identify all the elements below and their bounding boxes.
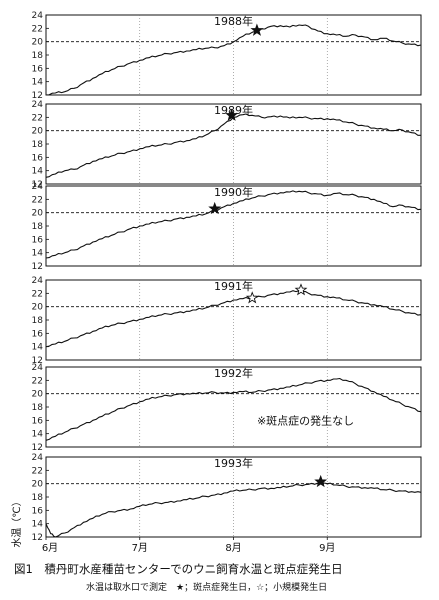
y-tick-label: 22: [32, 289, 43, 299]
y-tick-label: 14: [32, 78, 44, 88]
y-tick-label: 12: [32, 356, 43, 366]
outbreak-star-marker: [225, 108, 239, 121]
x-tick-label: 6月: [42, 542, 58, 554]
y-tick-label: 22: [32, 195, 43, 205]
figure-note: 水温は取水口で測定 ★；斑点症発生日，☆；小規模発生日: [86, 583, 328, 593]
y-tick-label: 18: [32, 316, 44, 326]
panel-year-label: 1991年: [214, 279, 253, 293]
y-tick-label: 12: [32, 533, 43, 543]
y-tick-label: 20: [32, 390, 44, 400]
y-tick-label: 14: [32, 167, 44, 177]
outbreak-star-marker: [208, 201, 222, 215]
y-tick-label: 24: [32, 363, 44, 373]
y-tick-label: 16: [32, 506, 44, 516]
minor-outbreak-star-marker: [245, 291, 259, 304]
x-axis: 6月 7月 8月 9月: [42, 537, 335, 554]
y-axis-label: 水温（℃）: [11, 496, 23, 547]
temperature-line: [45, 290, 422, 348]
y-tick-label: 18: [32, 140, 44, 150]
y-tick-label: 18: [32, 493, 44, 503]
y-tick-label: 20: [32, 480, 44, 490]
y-tick-label: 16: [32, 153, 44, 163]
y-tick-label: 14: [32, 430, 44, 440]
y-tick-label: 18: [32, 403, 44, 413]
panel-1: 12 14 16 18 20 22 24 1988年: [32, 11, 422, 101]
x-tick-label: 7月: [132, 542, 148, 554]
panel-3: 12 14 16 18 20 22 24 1990年: [32, 182, 422, 272]
y-tick-label: 24: [32, 276, 44, 286]
x-tick-label: 8月: [225, 542, 241, 554]
y-tick-label: 18: [32, 222, 44, 232]
y-tick-label: 20: [32, 38, 44, 48]
y-tick-label: 24: [32, 11, 44, 21]
panel-year-label: 1992年: [214, 366, 253, 380]
y-tick-label: 14: [32, 520, 44, 530]
temperature-line: [45, 482, 422, 538]
y-tick-label: 24: [32, 100, 44, 110]
y-tick-label: 20: [32, 127, 44, 137]
y-tick-label: 12: [32, 443, 43, 453]
y-tick-label: 20: [32, 209, 44, 219]
minor-outbreak-star-marker: [294, 283, 308, 296]
y-tick-label: 14: [32, 343, 44, 353]
panel-year-label: 1989年: [214, 103, 253, 117]
y-tick-label: 24: [32, 182, 44, 192]
outbreak-star-marker: [250, 23, 264, 36]
y-tick-label: 16: [32, 64, 44, 74]
panel-year-label: 1993年: [214, 456, 253, 470]
temperature-line: [45, 377, 422, 441]
panel-note: ※斑点症の発生なし: [257, 413, 354, 427]
y-tick-label: 12: [32, 180, 43, 190]
x-tick-label: 9月: [319, 542, 335, 554]
y-tick-label: 18: [32, 51, 44, 61]
panel-year-label: 1988年: [214, 14, 253, 28]
panel-4: 12 14 16 18 20 22 24 1991年: [32, 276, 422, 366]
temperature-line: [45, 24, 422, 96]
panel-6: 12 14 16 18 20 22 24 1993年: [32, 453, 422, 543]
y-tick-label: 22: [32, 376, 43, 386]
y-tick-label: 16: [32, 329, 44, 339]
y-tick-label: 22: [32, 466, 43, 476]
y-tick-label: 16: [32, 235, 44, 245]
panel-year-label: 1990年: [214, 185, 253, 199]
y-tick-label: 12: [32, 91, 43, 101]
y-tick-label: 20: [32, 303, 44, 313]
panel-5: 12 14 16 18 20 22 24 1992年 ※斑点症の発生なし: [32, 363, 422, 453]
y-tick-label: 22: [32, 24, 43, 34]
figure-caption: 図1 積丹町水産種苗センターでのウニ飼育水温と斑点症発生日: [14, 562, 343, 576]
y-tick-label: 24: [32, 453, 44, 463]
y-tick-label: 16: [32, 416, 44, 426]
y-tick-label: 14: [32, 249, 44, 259]
panel-2: 12 14 16 18 20 22 24 1989年: [32, 100, 422, 190]
outbreak-star-marker: [314, 474, 328, 488]
y-tick-label: 22: [32, 113, 43, 123]
temperature-line: [45, 190, 422, 259]
y-tick-label: 12: [32, 262, 43, 272]
